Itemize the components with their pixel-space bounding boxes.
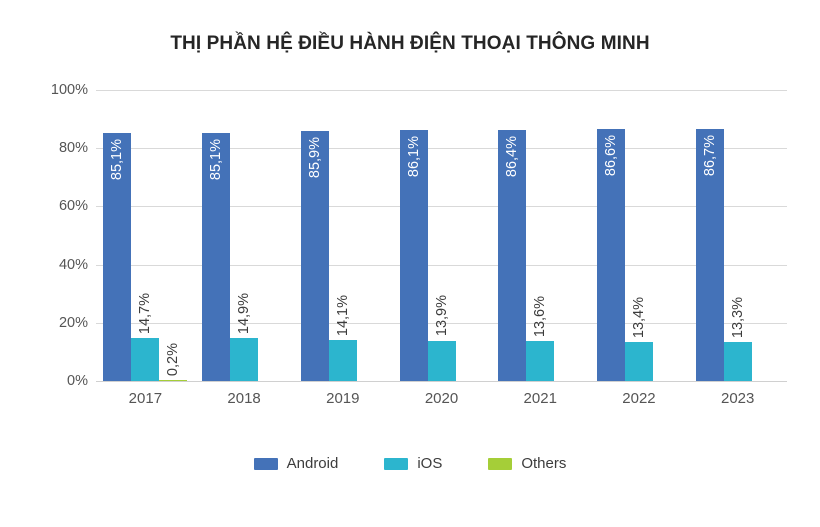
bar-value-label: 86,7% <box>701 134 718 176</box>
chart-legend: Android iOS Others <box>0 455 820 472</box>
bar-groups: 85,1% 14,7% 0,2% 85,1% 14,9% 85,9% 14,1% 86,1% 1… <box>96 90 787 381</box>
x-axis-tick-label: 2020 <box>424 390 459 407</box>
bar-slot: 85,9% <box>300 90 329 381</box>
y-axis-tick-label: 60% <box>58 198 88 215</box>
bar-group-2020: 86,1% 13,9% <box>392 90 491 381</box>
x-axis-tick-label: 2018 <box>227 390 261 407</box>
bar-ios-2020[interactable]: 13,9% <box>427 295 456 381</box>
x-axis-tick-label: 2021 <box>523 390 557 407</box>
bar-value-label: 0,2% <box>165 342 182 376</box>
bar-value-label: 85,1% <box>109 139 126 181</box>
bar-slot: 85,1% <box>202 90 231 381</box>
chart-title: THỊ PHẦN HỆ ĐIỀU HÀNH ĐIỆN THOẠI THÔNG M… <box>170 33 650 54</box>
y-axis-labels: 100% 80% 60% 40% 20% 0% <box>0 82 88 389</box>
bar-android-2021[interactable]: 86,4% <box>498 129 527 381</box>
bar-value-label: 86,1% <box>405 136 422 178</box>
bar-group-2021: 86,4% 13,6% <box>491 90 590 381</box>
bar-slot <box>554 90 582 381</box>
bar-slot <box>752 90 780 381</box>
bar-ios-2017[interactable]: 14,7% <box>131 293 160 381</box>
legend-label: Android <box>286 455 339 472</box>
bar-slot: 13,4% <box>624 90 653 381</box>
bar-slot <box>653 90 681 381</box>
bar-slot: 86,7% <box>695 90 724 381</box>
bar-group-2017: 85,1% 14,7% 0,2% <box>96 90 195 381</box>
bar-group-2022: 86,6% 13,4% <box>590 90 689 381</box>
x-axis-tick-label: 2019 <box>326 390 360 407</box>
bar-slot: 85,1% <box>103 90 132 381</box>
y-axis-tick-label: 80% <box>58 140 88 157</box>
bar-value-label: 14,1% <box>334 294 351 336</box>
bar-value-label: 85,9% <box>306 137 323 179</box>
bar-slot: 13,6% <box>526 90 555 381</box>
bar-android-2023[interactable]: 86,7% <box>695 128 724 381</box>
bar-value-label: 85,1% <box>207 139 224 181</box>
bar-slot: 13,9% <box>427 90 456 381</box>
bar-slot <box>456 90 484 381</box>
legend-label: Others <box>521 455 567 472</box>
legend-item-ios[interactable]: iOS <box>384 455 442 472</box>
bar-value-label: 13,4% <box>630 296 647 339</box>
bar-slot <box>258 90 286 381</box>
bar-slot: 14,7% <box>131 90 160 381</box>
plot-area: 85,1% 14,7% 0,2% 85,1% 14,9% 85,9% 14,1% 86,1% 1… <box>96 90 787 382</box>
bar-value-label: 13,3% <box>729 297 746 339</box>
legend-swatch-icon <box>384 457 409 470</box>
bar-ios-2018[interactable]: 14,9% <box>230 293 259 381</box>
legend-swatch-icon <box>488 457 513 470</box>
x-axis-tick-label: 2022 <box>622 390 656 407</box>
bar-android-2019[interactable]: 85,9% <box>300 131 329 381</box>
bar-android-2017[interactable]: 85,1% <box>103 133 132 381</box>
bar-android-2022[interactable]: 86,6% <box>596 129 625 381</box>
bar-group-2018: 85,1% 14,9% <box>195 90 294 381</box>
bar-slot: 14,9% <box>230 90 259 381</box>
x-axis-tick-label: 2017 <box>128 390 163 407</box>
bar-group-2023: 86,7% 13,3% <box>688 90 787 381</box>
bar-ios-2023[interactable]: 13,3% <box>723 297 752 381</box>
bar-android-2020[interactable]: 86,1% <box>399 130 428 381</box>
bar-group-2019: 85,9% 14,1% <box>293 90 392 381</box>
bar-slot: 0,2% <box>159 90 188 381</box>
bar-slot: 86,1% <box>399 90 428 381</box>
bar-slot <box>357 90 385 381</box>
bar-value-label: 14,7% <box>137 293 154 335</box>
bar-value-label: 86,4% <box>503 135 520 177</box>
bar-value-label: 13,6% <box>531 296 548 338</box>
legend-label: iOS <box>417 455 443 472</box>
bar-value-label: 13,9% <box>433 295 450 337</box>
y-axis-tick-label: 20% <box>58 314 88 331</box>
bar-others-2017[interactable]: 0,2% <box>159 343 188 381</box>
bar-value-label: 14,9% <box>235 292 252 334</box>
gridline <box>96 381 787 382</box>
y-axis-tick-label: 40% <box>58 256 88 273</box>
bar-slot: 86,4% <box>498 90 527 381</box>
x-axis-tick-label: 2023 <box>720 390 755 407</box>
bar-ios-2022[interactable]: 13,4% <box>624 297 653 381</box>
y-axis-tick-label: 0% <box>67 373 88 389</box>
y-axis-tick-label: 100% <box>50 82 88 98</box>
legend-item-android[interactable]: Android <box>253 455 339 472</box>
legend-swatch-icon <box>253 457 278 470</box>
bar-ios-2019[interactable]: 14,1% <box>328 295 357 381</box>
bar-slot: 13,3% <box>723 90 752 381</box>
bar-ios-2021[interactable]: 13,6% <box>526 296 555 381</box>
legend-item-others[interactable]: Others <box>488 455 566 472</box>
bar-slot: 86,6% <box>596 90 625 381</box>
bar-android-2018[interactable]: 85,1% <box>202 133 231 381</box>
bar-slot: 14,1% <box>328 90 357 381</box>
bar-value-label: 86,6% <box>602 135 619 177</box>
x-axis-labels: 2017 2018 2019 2020 2021 2022 2023 <box>96 390 787 407</box>
